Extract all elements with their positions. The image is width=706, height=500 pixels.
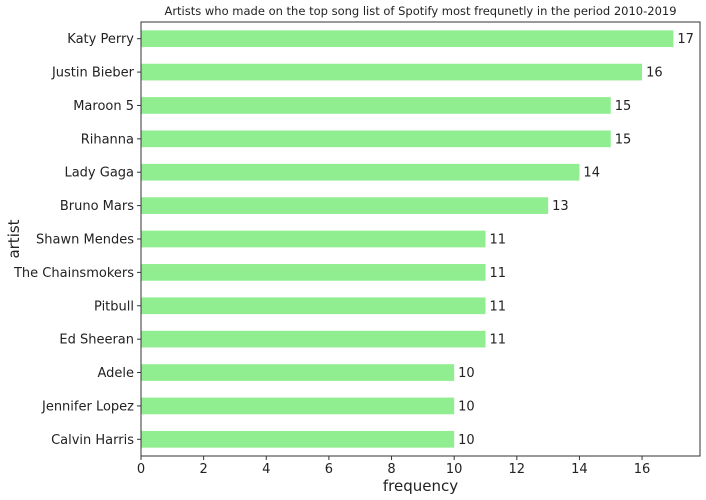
data-label: 17: [677, 32, 694, 47]
y-tick-label: Jennifer Lopez: [41, 399, 134, 414]
value-labels: 17 16 15 15 14 13 11 11 11 11 10 10 10: [458, 32, 694, 448]
bar: [141, 97, 611, 114]
x-tick-label: 2: [199, 462, 207, 477]
y-tick-label: Shawn Mendes: [36, 233, 134, 248]
y-tick-label: Katy Perry: [67, 32, 134, 47]
y-tick-label: Lady Gaga: [64, 166, 134, 181]
data-label: 15: [615, 99, 632, 114]
y-tick-label: Ed Sheeran: [59, 333, 134, 348]
data-label: 10: [458, 399, 475, 414]
bar: [141, 163, 580, 181]
data-label: 11: [489, 233, 506, 248]
data-label: 13: [552, 199, 569, 214]
bar: [141, 297, 486, 315]
y-tick-label: Rihanna: [81, 132, 134, 147]
x-axis-label: frequency: [383, 477, 458, 495]
x-tick-label: 10: [446, 462, 463, 477]
data-label: 11: [489, 333, 506, 348]
x-tick-label: 12: [509, 462, 526, 477]
x-tick-label: 4: [262, 462, 270, 477]
x-tick-label: 14: [571, 462, 588, 477]
x-ticks: 0 2 4 6 8 10 12 14 16: [137, 456, 650, 477]
data-label: 15: [615, 132, 632, 147]
plot-frame: [140, 21, 701, 457]
bar: [141, 264, 486, 281]
x-tick-label: 8: [387, 462, 395, 477]
bar: [141, 364, 455, 381]
bar: [141, 330, 486, 348]
x-tick-label: 0: [137, 462, 145, 477]
bar: [141, 130, 611, 148]
y-tick-label: Pitbull: [94, 299, 134, 314]
x-tick-label: 6: [325, 462, 333, 477]
data-label: 10: [458, 433, 475, 448]
bar: [141, 30, 674, 48]
y-tick-label: Maroon 5: [73, 99, 134, 114]
y-tick-label: The Chainsmokers: [13, 266, 134, 281]
bar: [141, 63, 643, 81]
data-label: 16: [646, 66, 663, 81]
chart-title: Artists who made on the top song list of…: [164, 4, 676, 18]
bar: [141, 397, 455, 415]
y-tick-label: Calvin Harris: [51, 433, 134, 448]
y-axis-label: artist: [5, 219, 23, 258]
y-tick-label: Justin Bieber: [51, 66, 135, 81]
data-label: 11: [489, 266, 506, 281]
bar: [141, 230, 486, 248]
x-tick-label: 16: [634, 462, 651, 477]
y-tick-label: Adele: [97, 366, 134, 381]
bar: [141, 430, 455, 448]
data-label: 10: [458, 366, 475, 381]
data-label: 11: [489, 299, 506, 314]
bars-group: [141, 30, 674, 448]
y-tick-label: Bruno Mars: [60, 199, 134, 214]
data-label: 14: [583, 166, 600, 181]
y-tick-labels: Katy Perry Justin Bieber Maroon 5 Rihanna La…: [13, 32, 141, 448]
bar: [141, 197, 549, 214]
